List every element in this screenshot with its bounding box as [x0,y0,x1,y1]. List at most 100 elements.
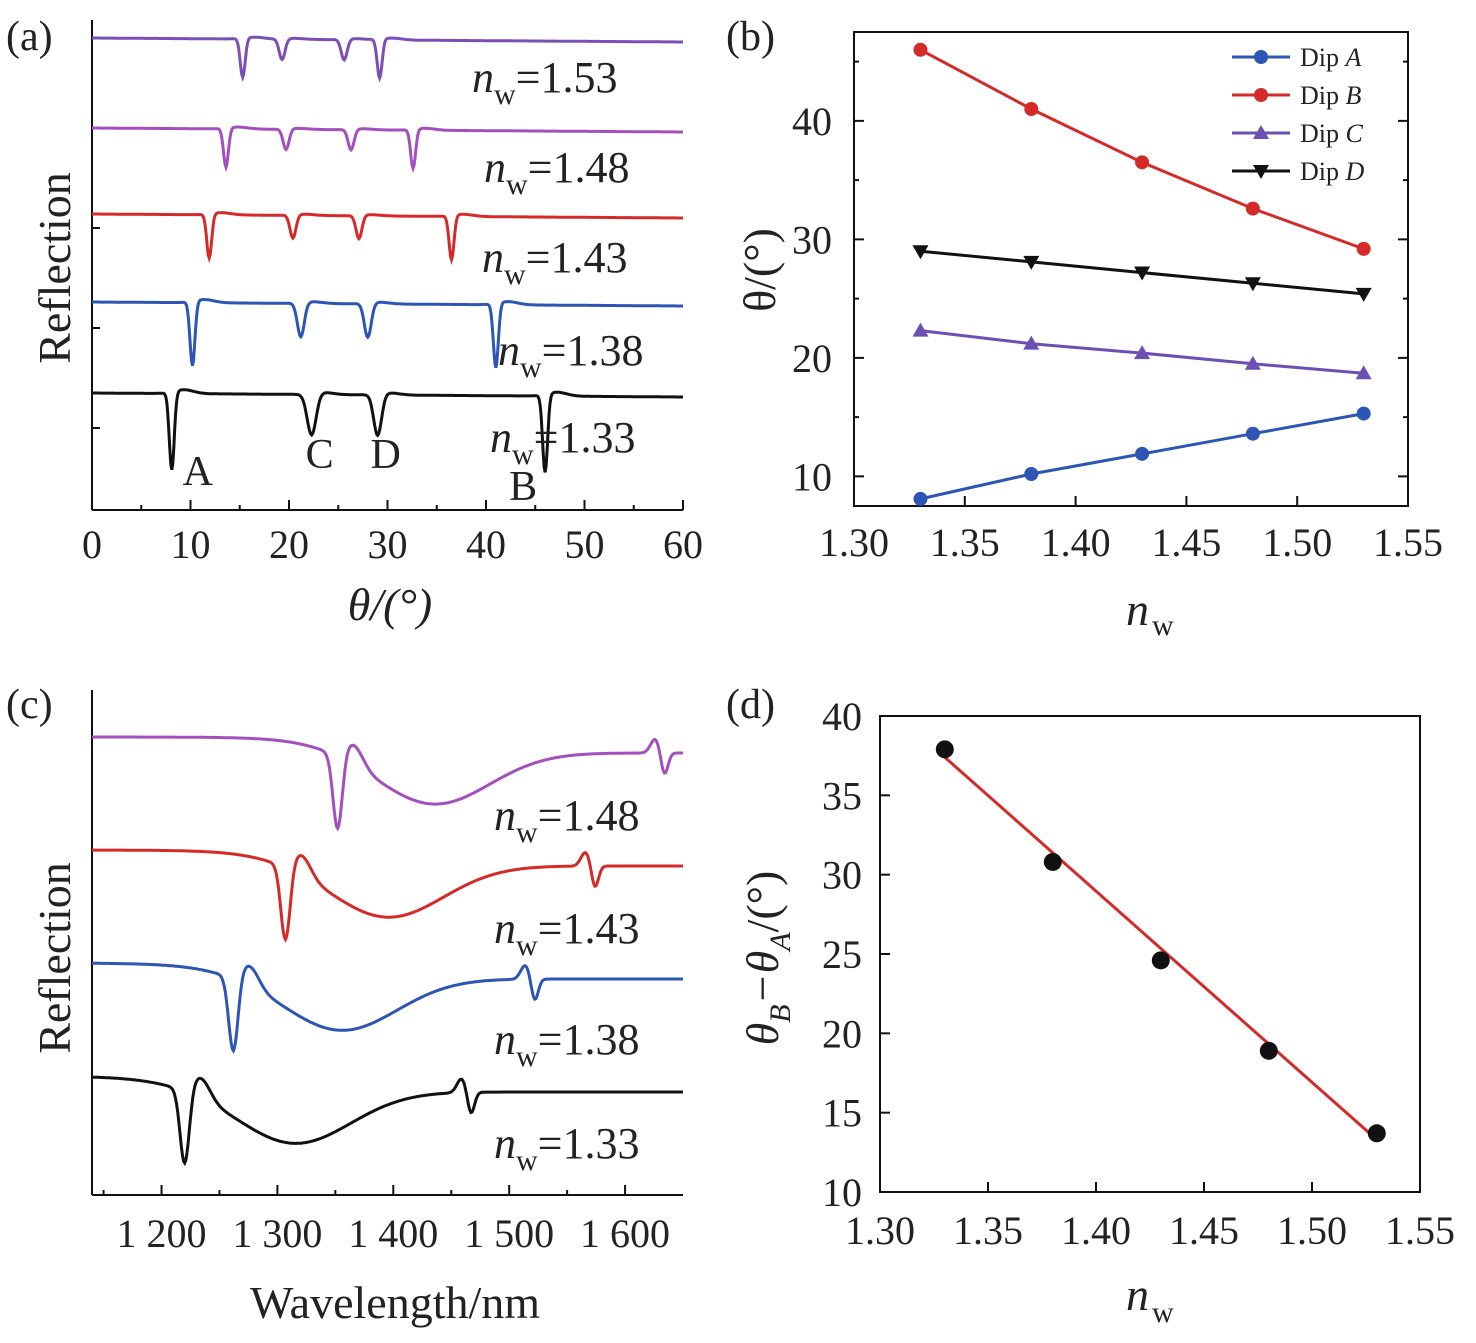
panel-d-xlabel: n w [1126,1269,1174,1329]
panel-b-label: (b) [726,14,775,60]
panel-b-point-2-0 [912,322,929,337]
panel-b-point-3-4 [1355,287,1372,302]
panel-b-point-2-1 [1023,335,1040,350]
panel-d-ylabel: θB−θA/(°) [737,871,797,1046]
panel-b-legend-marker-2 [1253,125,1269,139]
panel-b-point-0-1 [1024,467,1039,482]
panel-d: (d) n w 1.30 1.35 1.40 1.45 1.50 1.55 10 15 20 25… [726,682,1455,1329]
panel-a-curve-label-2: nw=1.43 [482,233,628,291]
label-sub: w [516,1040,538,1073]
panel-c: (c) Reflection Wavelength/nm 1 200 1 300 1… [6,682,683,1328]
panel-c-x-tick-label-3: 1 500 [464,1211,554,1256]
panel-b-point-2-3 [1244,355,1261,370]
panel-a-dip-label-B: B [509,464,537,510]
ylabel-theta-b: θ [737,1023,788,1046]
label-sub: w [516,816,538,849]
panel-a-curve-label-3: nw=1.38 [498,326,644,384]
panel-d-x-tick-label-0: 1.30 [845,1208,915,1253]
legend-letter: C [1346,119,1364,148]
panel-a-x-tick-label-1: 10 [171,522,211,567]
panel-b-point-2-4 [1355,365,1372,380]
panel-d-y-tick-label-2: 20 [822,1011,862,1056]
label-sub: w [506,168,528,201]
panel-d-y-tick-label-4: 30 [822,853,862,898]
label-n: n [494,1119,516,1168]
label-value: =1.48 [528,143,630,192]
label-n: n [484,143,506,192]
label-sub: w [516,1144,538,1177]
panel-b: (b) θ/(°) n w 1.30 1.35 1.40 1.45 1.50 1.55 10… [726,14,1443,642]
panel-a-dip-label-D: D [370,432,400,478]
panel-b-x-tick-label-3: 1.45 [1151,520,1221,565]
label-sub: w [504,258,526,291]
panel-c-x-tick-label-4: 1 600 [580,1211,670,1256]
panel-a-curve-label-0: nw=1.53 [472,53,618,111]
panel-d-x-tick-label-4: 1.50 [1277,1208,1347,1253]
panel-d-xlabel-main: n [1126,1269,1149,1320]
label-n: n [482,233,504,282]
panel-b-x-tick-label-5: 1.55 [1373,520,1443,565]
panel-d-y-tick-label-1: 15 [822,1091,862,1136]
legend-letter: A [1344,43,1362,72]
panel-b-xlabel-main: n [1126,584,1149,635]
panel-d-y-tick-label-5: 35 [822,773,862,818]
panel-a-x-tick-label-5: 50 [565,522,605,567]
panel-b-point-0-4 [1356,406,1371,421]
panel-d-x-tick-label-5: 1.55 [1385,1208,1455,1253]
legend-prefix: Dip [1300,43,1346,72]
panel-d-x-tick-label-3: 1.45 [1169,1208,1239,1253]
panel-c-curve-label-2: nw=1.38 [494,1015,640,1073]
panel-d-fit-line [943,756,1378,1141]
label-n: n [498,326,520,375]
label-sub: w [512,438,534,471]
panel-b-y-tick-label-2: 30 [792,217,832,262]
panel-b-x-tick-label-2: 1.40 [1041,520,1111,565]
panel-b-point-3-0 [912,245,929,260]
panel-b-point-0-3 [1245,426,1260,441]
panel-a-x-tick-label-0: 0 [82,522,102,567]
panel-b-point-3-1 [1023,255,1040,270]
panel-a-dip-label-C: C [306,432,334,478]
ylabel-sub-b: B [764,1004,797,1022]
panel-b-legend-text-3: Dip D [1300,157,1365,186]
label-sub: w [494,78,516,111]
label-sub: w [516,929,538,962]
panel-b-legend-marker-3 [1253,165,1269,179]
panel-d-y-tick-label-6: 40 [822,694,862,739]
panel-b-x-tick-label-4: 1.50 [1262,520,1332,565]
panel-b-point-2-2 [1134,345,1151,360]
legend-letter: B [1346,81,1362,110]
panel-a-x-tick-label-2: 20 [269,522,309,567]
panel-c-x-tick-label-1: 1 300 [232,1211,322,1256]
panel-c-curve-2 [92,961,683,1054]
label-value: =1.33 [534,413,636,462]
panel-b-xlabel-sub: w [1152,609,1174,642]
panel-a-curve-1 [92,125,683,174]
label-n: n [494,1015,516,1064]
panel-b-point-1-2 [1135,155,1150,170]
ylabel-sub-a: A [764,932,797,953]
panel-a-x-tick-label-3: 30 [368,522,408,567]
label-n: n [472,53,494,102]
panel-c-curve-1 [92,848,683,943]
panel-a: (a) Reflection θ/(°) 0 10 20 30 40 50 60nw=1.5… [6,14,703,630]
panel-a-curve-4 [92,388,683,473]
panel-c-curve-label-1: nw=1.43 [494,904,640,962]
panel-d-point-0 [935,740,954,759]
panel-a-curve-label-1: nw=1.48 [484,143,630,201]
panel-a-curve-0 [92,35,683,83]
panel-d-y-tick-label-0: 10 [822,1170,862,1215]
panel-b-xlabel: n w [1126,584,1174,642]
label-value: =1.43 [538,904,640,953]
panel-a-xlabel: θ/(°) [348,579,432,630]
label-value: =1.38 [538,1015,640,1064]
panel-b-y-tick-label-0: 10 [792,454,832,499]
panel-b-point-1-4 [1356,241,1371,256]
panel-a-x-tick-label-4: 40 [466,522,506,567]
panel-c-ylabel: Reflection [29,862,80,1054]
label-value: =1.38 [542,326,644,375]
panel-b-legend-text-1: Dip B [1300,81,1362,110]
panel-b-frame [853,31,1409,507]
panel-b-point-0-2 [1135,446,1150,461]
panel-b-point-3-2 [1134,266,1151,281]
